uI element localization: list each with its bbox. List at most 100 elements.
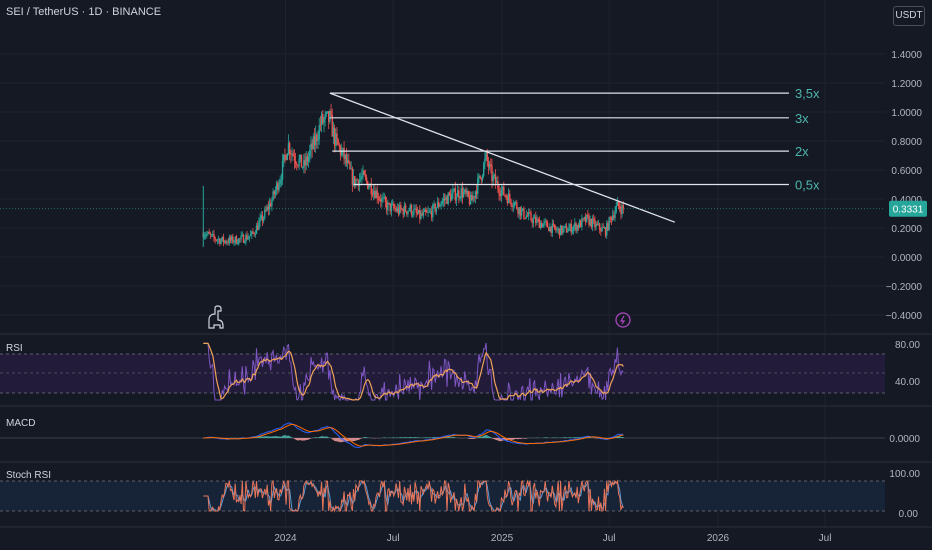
price-tick-label: 1.0000: [891, 108, 922, 119]
candle-body: [351, 168, 354, 185]
candle-body: [336, 133, 338, 140]
stoch-band: [0, 481, 885, 511]
candle-body: [480, 177, 483, 180]
candle-body: [370, 183, 372, 195]
candle-body: [565, 225, 568, 233]
candle-body: [245, 235, 247, 243]
macd-histogram-bar: [303, 438, 305, 441]
macd-histogram-bar: [273, 436, 275, 438]
macd-pane-label[interactable]: MACD: [6, 418, 36, 429]
candle-body: [298, 159, 300, 166]
candle-body: [414, 208, 416, 210]
macd-histogram-bar: [306, 438, 309, 440]
candle-body: [241, 234, 244, 236]
macd-histogram-bar: [488, 436, 491, 438]
price-tick-label: −0.2000: [886, 282, 923, 293]
candle-body: [208, 232, 210, 234]
macd-histogram-bar: [320, 436, 323, 438]
stoch-rsi-pane-label[interactable]: Stoch RSI: [6, 470, 52, 481]
macd-histogram-bar: [264, 436, 266, 438]
candle-body: [260, 215, 262, 218]
candle-body: [251, 231, 253, 235]
currency-unit-button[interactable]: USDT: [893, 6, 925, 26]
candle-body: [380, 199, 382, 202]
candle-body: [610, 217, 613, 221]
macd-histogram-bar: [344, 438, 346, 442]
candle-body: [397, 207, 400, 214]
candle-body: [275, 183, 278, 190]
time-tick-label: Jul: [819, 533, 832, 544]
candle-body: [330, 110, 332, 115]
candle-body: [327, 111, 330, 122]
candle-body: [271, 200, 273, 207]
macd-histogram-bar: [400, 437, 402, 438]
candle-body: [429, 211, 432, 213]
candle-body: [314, 134, 317, 146]
candle-body: [487, 161, 490, 168]
candle-body: [381, 197, 383, 202]
candle-body: [526, 215, 529, 217]
macd-histogram-bar: [575, 437, 577, 438]
macd-histogram-bar: [272, 436, 274, 438]
candle-body: [297, 165, 299, 167]
macd-histogram-bar: [354, 438, 356, 442]
candle-body: [456, 190, 459, 197]
candle-body: [436, 202, 439, 208]
macd-histogram-bar: [285, 435, 287, 438]
rsi-tick-label: 80.00: [895, 340, 920, 351]
candle-body: [531, 219, 533, 224]
macd-histogram-bar: [322, 436, 324, 438]
candle-body: [455, 196, 458, 201]
macd-histogram-bar: [416, 437, 419, 438]
macd-histogram-bar: [572, 437, 575, 438]
candle-body: [578, 220, 581, 228]
symbol-title[interactable]: SEI / TetherUS · 1D · BINANCE: [6, 6, 162, 18]
candle-body: [504, 195, 506, 197]
macd-histogram-bar: [331, 438, 333, 440]
candle-body: [523, 208, 525, 219]
candle-body: [402, 209, 404, 215]
candle-body: [543, 221, 545, 224]
macd-histogram-bar: [326, 436, 329, 438]
macd-histogram-bar: [507, 438, 510, 440]
macd-histogram-bar: [544, 437, 546, 438]
macd-histogram-bar: [325, 436, 328, 438]
macd-histogram-bar: [316, 437, 318, 438]
indicators-group: [202, 342, 625, 513]
macd-histogram-bar: [577, 437, 580, 438]
candle-body: [259, 217, 261, 222]
candle-body: [267, 206, 270, 210]
candle-body: [617, 201, 620, 207]
candle-body: [493, 174, 496, 176]
macd-histogram-bar: [490, 437, 492, 438]
candle-body: [337, 139, 339, 145]
candle-body: [513, 202, 516, 206]
candle-body: [594, 219, 596, 227]
candle-body: [383, 197, 386, 199]
price-tick-label: −0.4000: [886, 311, 923, 322]
candle-body: [461, 188, 464, 198]
candle-body: [300, 154, 303, 168]
macd-histogram-bar: [487, 436, 490, 438]
candle-body: [382, 197, 384, 199]
candle-body: [438, 202, 440, 207]
macd-histogram-bar: [261, 436, 264, 438]
macd-histogram-bar: [412, 437, 414, 438]
time-tick-label: 2025: [491, 533, 514, 544]
candle-body: [335, 133, 337, 146]
candle-body: [216, 239, 219, 241]
target-level-label: 3x: [795, 111, 809, 126]
candle-body: [262, 217, 265, 222]
drawing-tools[interactable]: 3,5x 3x 2x 0,5x: [0, 86, 885, 223]
candle-body: [441, 201, 443, 204]
candle-body: [451, 193, 453, 201]
candle-body: [305, 156, 307, 166]
candle-body: [611, 215, 614, 221]
candle-body: [518, 207, 520, 214]
candle-body: [500, 190, 503, 197]
candle-body: [226, 242, 228, 244]
rsi-pane-label[interactable]: RSI: [6, 343, 23, 354]
